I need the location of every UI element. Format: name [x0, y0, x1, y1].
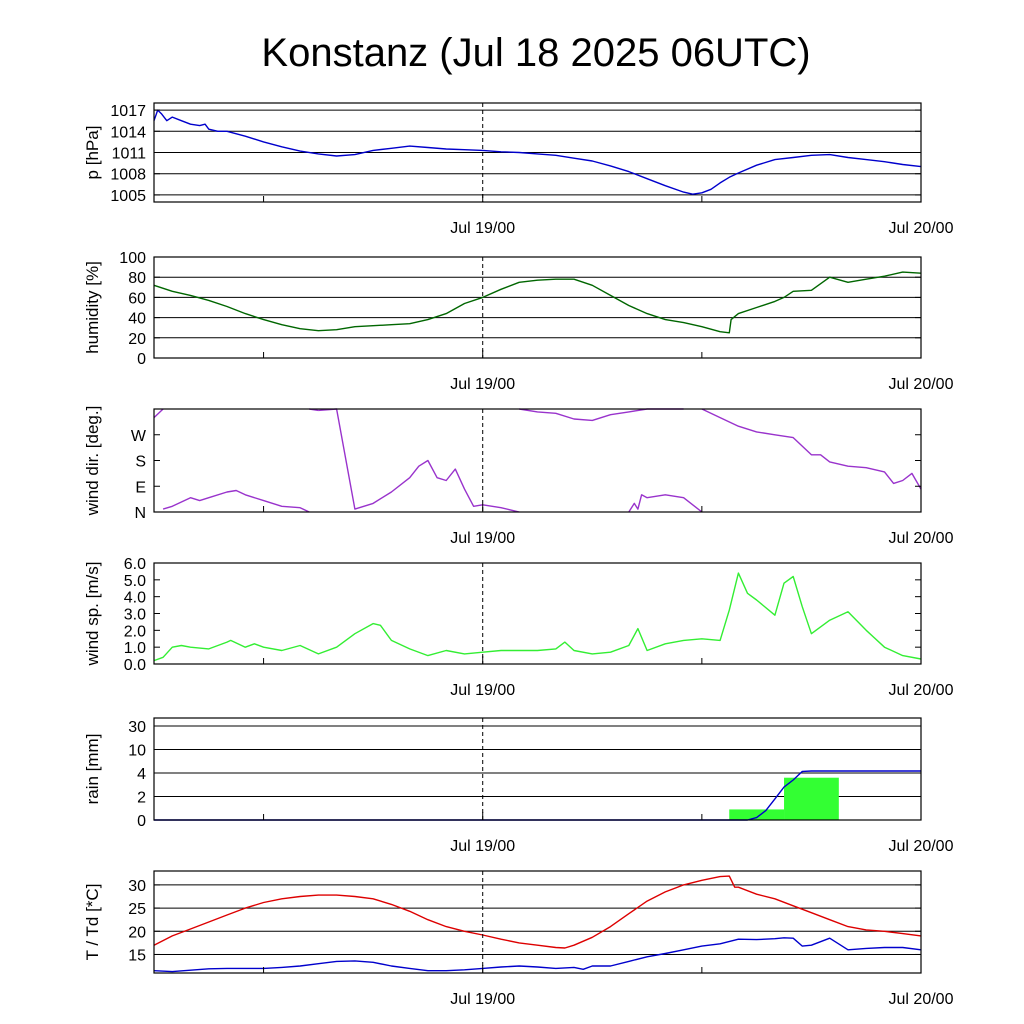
series-line [628, 494, 703, 513]
y-tick-label: 15 [128, 947, 146, 964]
y-axis-label: wind sp. [m/s] [83, 562, 102, 667]
series-line [318, 408, 520, 513]
y-axis-label: rain [mm] [83, 734, 102, 805]
x-tick-label: Jul 20/00 [889, 682, 954, 699]
x-tick-label: Jul 19/00 [450, 220, 515, 237]
series-line [701, 408, 922, 490]
x-tick-label: Jul 19/00 [450, 682, 515, 699]
x-tick-label: Jul 19/00 [450, 376, 515, 393]
x-tick-label: Jul 20/00 [889, 838, 954, 855]
y-tick-label: 4 [137, 766, 146, 783]
y-tick-label: 60 [128, 290, 146, 307]
y-tick-label: 80 [128, 270, 146, 287]
rain-bar [729, 809, 785, 820]
panels: 1005 1008 1011 1014 1017 Jul 19/00 Jul 20/00 p … [83, 102, 954, 1008]
y-tick-label: 20 [128, 924, 146, 941]
y-tick-label: 2 [137, 790, 146, 807]
plot-frame [153, 256, 922, 359]
y-tick-label: S [135, 454, 146, 471]
panel-2: 0 20 40 60 80 100 Jul 19/00 Jul 20/00 humidity [… [83, 250, 954, 393]
series-line [153, 271, 922, 334]
plot-frame [153, 870, 922, 974]
panel-6: 15 20 25 30 Jul 19/00 Jul 20/00 T / Td [*C] [83, 870, 954, 1008]
y-tick-label: 4.0 [124, 590, 146, 607]
x-tick-label: Jul 20/00 [889, 991, 954, 1008]
panel-5: 0 2 4 10 30 Jul 19/00 Jul 20/00 rain [mm] [83, 717, 954, 855]
panel-1: 1005 1008 1011 1014 1017 Jul 19/00 Jul 20/00 p … [83, 102, 954, 237]
series-line [153, 875, 922, 949]
panel-4: 0.01.02.03.04.05.06.0 Jul 19/00 Jul 20/00 w… [83, 556, 954, 699]
x-tick-label: Jul 20/00 [889, 530, 954, 547]
y-tick-label: 1014 [110, 124, 146, 141]
y-tick-label: 1011 [112, 146, 147, 163]
x-tick-label: Jul 20/00 [889, 376, 954, 393]
series-line [153, 408, 164, 419]
y-tick-label: 5.0 [124, 573, 146, 590]
y-tick-label: 30 [128, 719, 146, 736]
y-axis-label: humidity [%] [83, 261, 102, 354]
y-tick-label: 0 [137, 813, 146, 830]
x-tick-label: Jul 19/00 [450, 530, 515, 547]
rain-bar [784, 777, 839, 820]
series-line [519, 408, 684, 422]
y-tick-label: 25 [128, 901, 146, 918]
series-line [153, 937, 922, 973]
y-tick-label: E [135, 479, 146, 496]
series-line [162, 489, 310, 513]
y-tick-label: 1.0 [124, 640, 146, 657]
y-tick-label: N [134, 505, 146, 522]
y-tick-label: 0.0 [124, 657, 146, 674]
chart-title: Konstanz (Jul 18 2025 06UTC) [261, 31, 810, 75]
y-tick-label: 10 [128, 743, 146, 760]
y-tick-label: W [131, 428, 147, 445]
y-axis-label: T / Td [*C] [83, 884, 102, 961]
x-tick-label: Jul 19/00 [450, 991, 515, 1008]
y-tick-label: 1017 [110, 103, 146, 120]
y-axis-label: p [hPa] [83, 126, 102, 180]
plot-frame [153, 408, 922, 513]
y-axis-label: wind dir. [deg.] [83, 406, 102, 517]
y-tick-label: 6.0 [124, 556, 146, 573]
y-tick-label: 0 [137, 351, 146, 368]
y-tick-label: 100 [119, 250, 146, 267]
y-tick-label: 30 [128, 878, 146, 895]
x-tick-label: Jul 19/00 [450, 838, 515, 855]
y-tick-label: 40 [128, 311, 146, 328]
series-line [153, 572, 922, 662]
series-line [153, 109, 922, 195]
y-tick-label: 1005 [110, 188, 146, 205]
y-tick-label: 20 [128, 331, 146, 348]
series-line [154, 770, 921, 821]
x-tick-label: Jul 20/00 [889, 220, 954, 237]
plot-frame [153, 717, 922, 821]
y-tick-label: 3.0 [124, 607, 146, 624]
y-tick-label: 1008 [110, 167, 146, 184]
y-tick-label: 2.0 [124, 623, 146, 640]
